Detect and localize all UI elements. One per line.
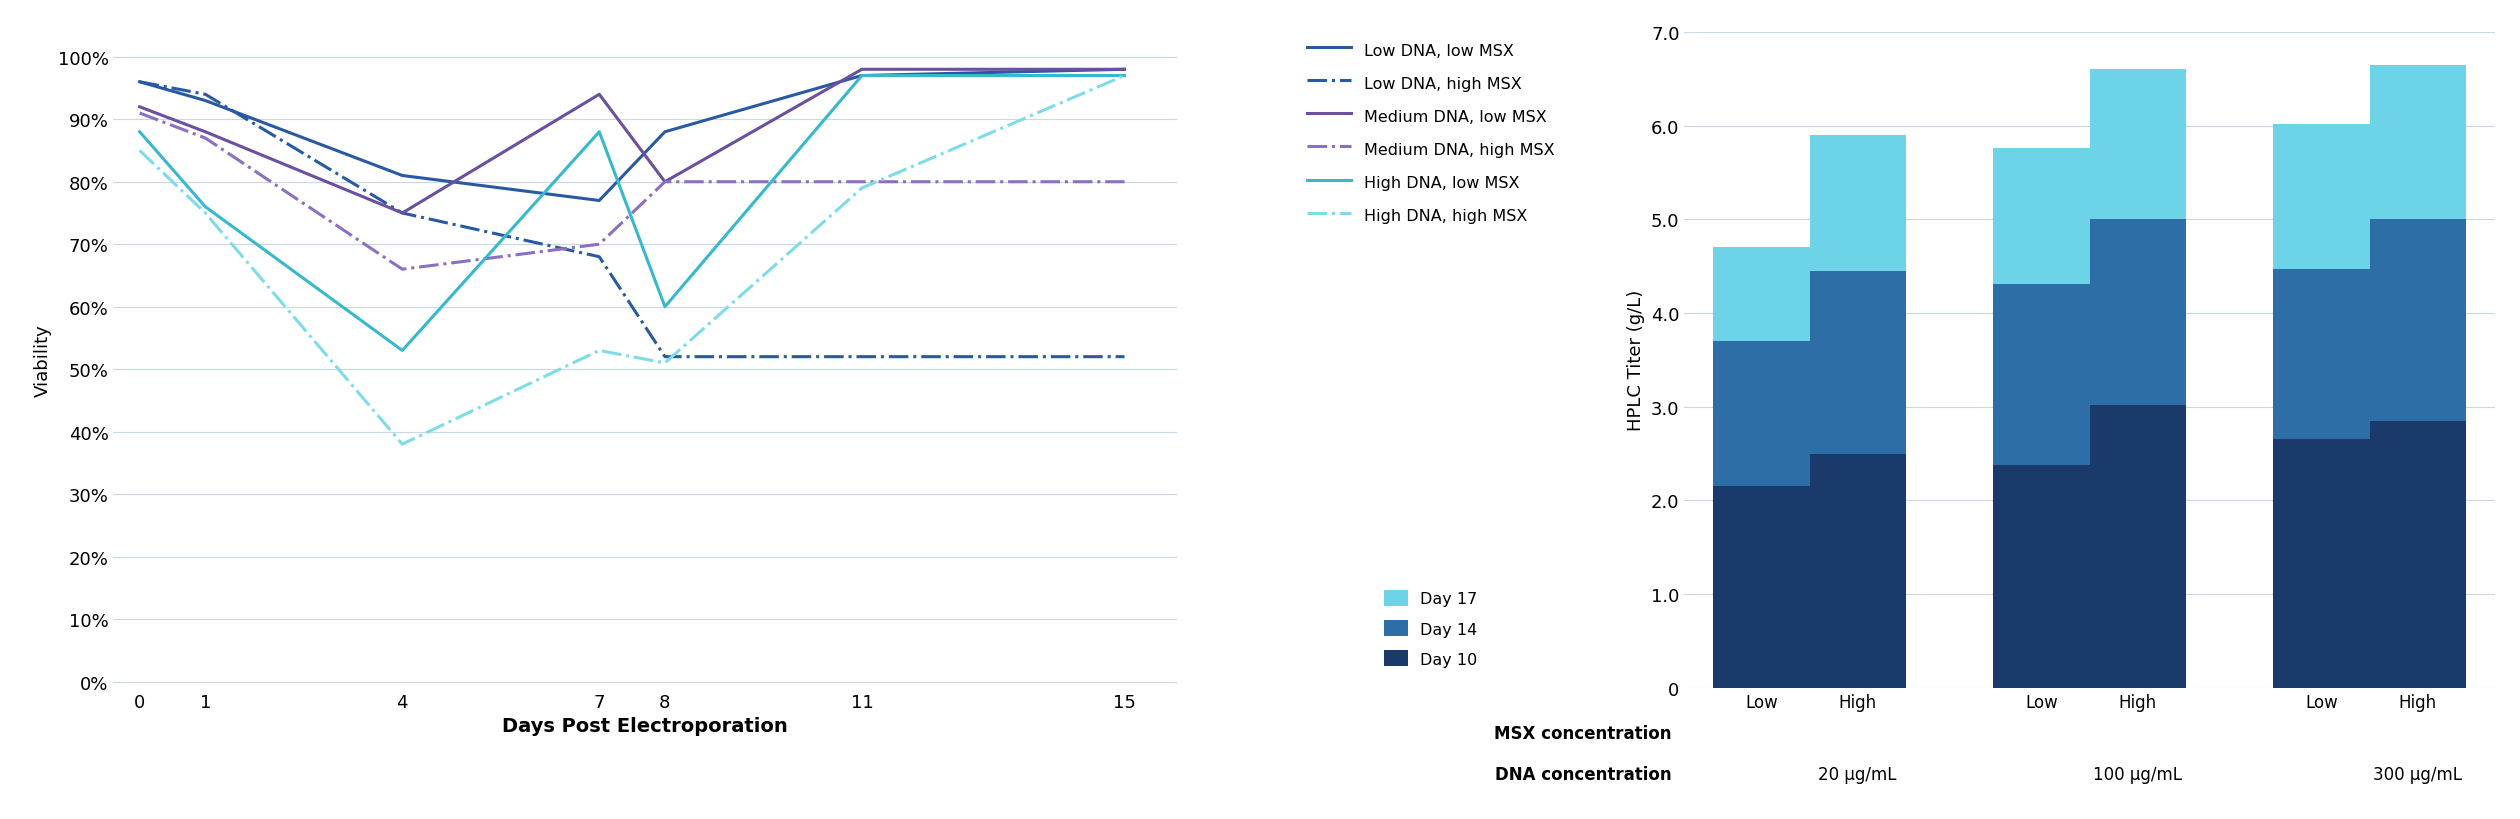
Bar [1993,284,2089,465]
Bar [1993,465,2089,688]
Bar [1714,248,1809,342]
Bar [1809,454,1905,688]
Bar [1714,342,1809,486]
Bar [2089,70,2185,220]
Text: MSX concentration: MSX concentration [1494,724,1671,742]
Bar [2089,220,2185,405]
Bar [2369,421,2467,688]
Bar [2273,440,2369,688]
Bar [2273,124,2369,269]
Bar [1809,136,1905,271]
X-axis label: Days Post Electroporation: Days Post Electroporation [501,717,789,735]
Text: DNA concentration: DNA concentration [1494,765,1671,783]
Bar [2273,269,2369,440]
Bar [1993,149,2089,284]
Bar [2089,405,2185,688]
Bar [1809,271,1905,454]
Text: 300 μg/mL: 300 μg/mL [2374,765,2462,783]
Text: 100 μg/mL: 100 μg/mL [2094,765,2182,783]
Y-axis label: HPLC Titer (g/L): HPLC Titer (g/L) [1628,290,1646,431]
Y-axis label: Viability: Viability [33,324,53,396]
Bar [1714,486,1809,688]
Bar [2369,66,2467,220]
Text: 20 μg/mL: 20 μg/mL [1819,765,1898,783]
Bar [2369,220,2467,421]
Legend: Day 17, Day 14, Day 10: Day 17, Day 14, Day 10 [1383,590,1477,667]
